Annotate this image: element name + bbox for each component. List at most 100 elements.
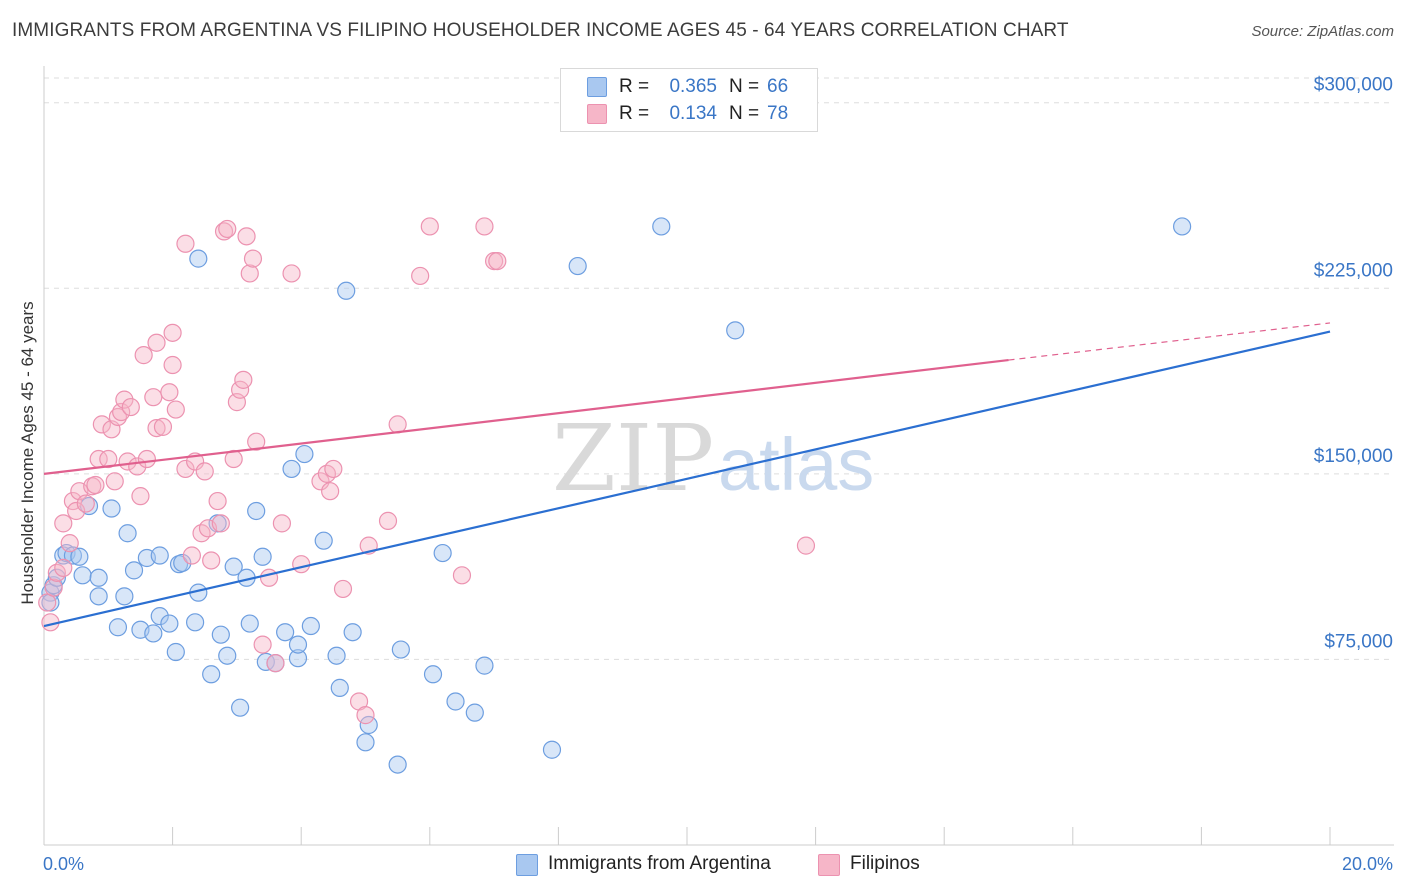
axes [43,66,1394,846]
trend-line-filipinos-extension [1008,322,1331,361]
legend-r-value: 0.365 [669,76,717,97]
bottom-legend-swatch-argentina [516,854,538,876]
point-filipinos [282,264,301,283]
point-argentina [301,616,320,636]
point-filipinos [488,251,507,271]
legend-r-label: R = [619,103,650,124]
point-argentina [70,547,89,566]
y-tick-label: $75,000 [1324,631,1393,652]
point-filipinos [420,217,439,236]
legend-swatch-filipinos [587,104,607,124]
point-argentina [115,587,134,606]
point-filipinos [147,418,166,438]
legend-swatch-argentina [587,77,607,97]
point-filipinos [144,388,163,407]
point-filipinos [237,227,256,246]
point-argentina [47,568,66,587]
point-filipinos [240,264,259,283]
point-argentina [189,249,208,268]
point-argentina [173,553,192,573]
point-filipinos [234,370,253,389]
point-argentina [247,501,266,521]
y-tick-label: $300,000 [1314,75,1393,96]
point-filipinos [247,432,266,451]
point-filipinos [266,654,285,673]
data-points [38,217,1192,774]
point-filipinos [214,222,234,241]
legend-r-value: 0.134 [669,103,717,124]
point-argentina [282,459,301,479]
point-filipinos [86,475,105,495]
watermark: ZIP atlas [552,405,874,512]
point-filipinos [54,514,73,533]
point-filipinos [108,407,128,427]
point-argentina [150,607,169,626]
point-filipinos [67,501,86,521]
y-tick-label: $225,000 [1314,260,1393,281]
point-argentina [89,568,108,587]
point-filipinos [121,397,140,417]
point-filipinos [176,234,195,253]
legend-n-label: N = [729,103,760,124]
point-filipinos [411,266,430,286]
point-argentina [118,524,137,543]
point-argentina [288,649,308,668]
point-filipinos [259,568,279,587]
source-label: Source: ZipAtlas.com [1251,23,1394,40]
point-filipinos [99,449,118,469]
point-filipinos [182,546,201,565]
point-argentina [359,715,378,735]
point-filipinos [105,472,124,491]
point-filipinos [76,494,95,513]
point-filipinos [253,635,272,654]
point-argentina [327,646,346,665]
point-argentina [568,256,587,276]
point-filipinos [166,400,185,419]
watermark-atlas: atlas [718,423,874,506]
point-argentina [391,640,410,659]
point-argentina [652,217,671,236]
point-filipinos [134,346,153,365]
legend-n-value: 66 [767,76,789,97]
point-argentina [224,557,243,576]
point-argentina [388,755,407,774]
point-argentina [726,321,745,340]
point-filipinos [378,511,398,530]
point-argentina [330,678,349,697]
point-filipinos [243,249,263,268]
point-filipinos [202,551,221,570]
point-filipinos [208,491,227,511]
point-filipinos [163,323,182,342]
point-argentina [314,531,333,550]
point-filipinos [292,555,311,574]
trend-line-argentina [43,330,1331,628]
point-argentina [186,613,205,632]
point-filipinos [311,472,330,491]
point-filipinos [92,415,111,434]
y-tick-label: $150,000 [1314,446,1393,467]
legend-r-label: R = [619,76,650,97]
point-filipinos [356,706,375,725]
point-argentina [166,642,185,662]
point-filipinos [452,566,472,585]
point-filipinos [44,578,63,597]
point-argentina [356,733,375,752]
trend-line-filipinos [43,358,1009,475]
point-filipinos [153,417,173,436]
bottom-legend-swatch-filipinos [818,854,840,876]
point-filipinos [796,536,816,555]
bottom-legend-label-filipinos: Filipinos [850,853,920,874]
point-filipinos [218,219,237,239]
point-argentina [144,624,163,643]
point-filipinos [321,482,340,501]
point-argentina [211,625,230,644]
watermark-zip: ZIP [552,405,714,512]
point-filipinos [176,459,195,479]
point-argentina [256,652,275,672]
x-tick-label-max: 20.0% [1342,854,1393,874]
point-argentina [73,566,92,585]
point-filipinos [137,449,156,469]
point-filipinos [272,514,292,533]
point-argentina [240,614,259,633]
